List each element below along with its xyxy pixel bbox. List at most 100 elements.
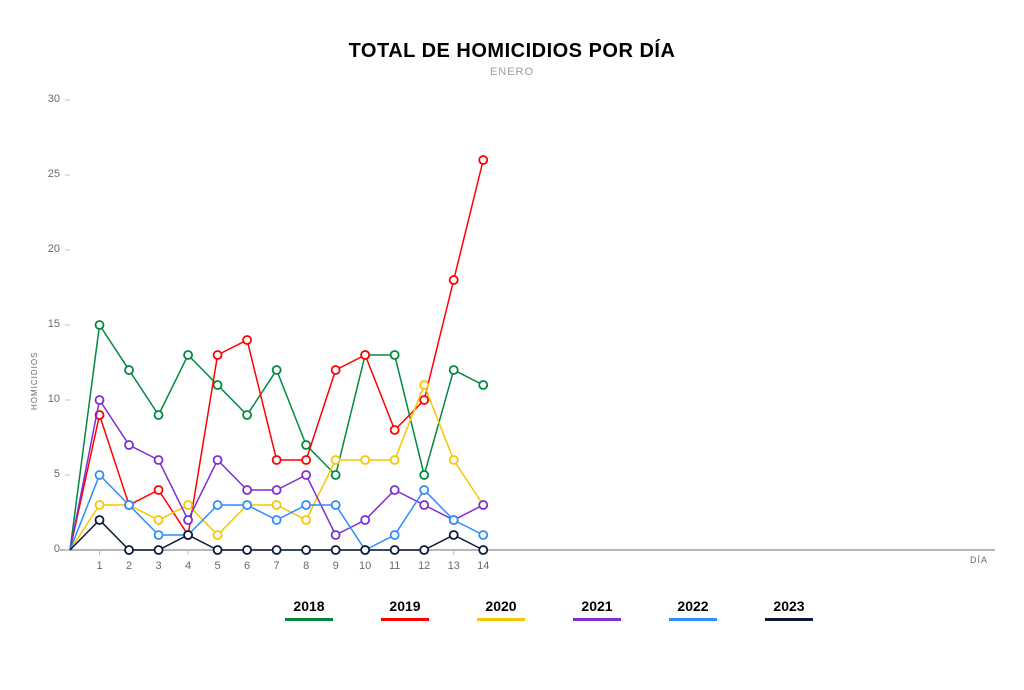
series-marker [391,456,399,464]
series-marker [420,381,428,389]
x-tick-label: 9 [333,560,339,572]
y-tick-label: 5 [30,468,60,480]
series-marker [332,531,340,539]
series-marker [391,486,399,494]
series-marker [391,351,399,359]
series-marker [155,531,163,539]
series-marker [155,546,163,554]
series-marker [243,501,251,509]
series-marker [184,516,192,524]
series-marker [479,546,487,554]
legend-swatch [285,618,333,621]
series-marker [450,366,458,374]
series-marker [96,471,104,479]
legend-item-2018: 2018 [285,598,333,621]
x-tick-label: 6 [244,560,250,572]
series-marker [302,441,310,449]
x-tick-label: 7 [274,560,280,572]
series-marker [96,501,104,509]
legend-label: 2023 [773,598,804,614]
series-marker [214,546,222,554]
series-marker [125,546,133,554]
legend: 2018 2019 2020 2021 2022 2023 [285,598,813,621]
series-marker [391,426,399,434]
series-marker [332,501,340,509]
x-tick-label: 8 [303,560,309,572]
series-marker [155,456,163,464]
series-marker [302,471,310,479]
series-marker [420,471,428,479]
series-marker [155,411,163,419]
series-marker [450,531,458,539]
series-marker [214,501,222,509]
series-marker [420,486,428,494]
legend-swatch [669,618,717,621]
series-marker [302,516,310,524]
legend-item-2021: 2021 [573,598,621,621]
legend-label: 2020 [485,598,516,614]
legend-item-2023: 2023 [765,598,813,621]
y-tick-label: 15 [30,318,60,330]
series-marker [125,441,133,449]
x-tick-label: 4 [185,560,191,572]
legend-label: 2022 [677,598,708,614]
series-marker [214,531,222,539]
series-marker [332,471,340,479]
x-tick-label: 3 [155,560,161,572]
x-tick-label: 2 [126,560,132,572]
series-marker [184,351,192,359]
series-marker [479,501,487,509]
y-tick-label: 25 [30,168,60,180]
series-marker [420,396,428,404]
legend-swatch [477,618,525,621]
series-marker [273,486,281,494]
x-tick-label: 5 [215,560,221,572]
series-marker [361,351,369,359]
series-marker [96,516,104,524]
legend-item-2022: 2022 [669,598,717,621]
chart-container: TOTAL DE HOMICIDIOS POR DÍA ENERO HOMICI… [0,0,1024,690]
series-marker [332,366,340,374]
series-marker [420,501,428,509]
series-line-2020 [70,385,483,550]
legend-item-2019: 2019 [381,598,429,621]
series-marker [96,321,104,329]
legend-item-2020: 2020 [477,598,525,621]
series-marker [450,456,458,464]
legend-label: 2021 [581,598,612,614]
x-tick-label: 11 [389,560,400,572]
series-marker [214,351,222,359]
series-marker [273,501,281,509]
series-marker [243,486,251,494]
legend-label: 2018 [293,598,324,614]
series-marker [361,516,369,524]
series-marker [361,456,369,464]
series-marker [391,546,399,554]
series-marker [214,456,222,464]
legend-swatch [573,618,621,621]
x-tick-label: 13 [448,560,460,572]
series-marker [450,276,458,284]
legend-swatch [381,618,429,621]
x-tick-label: 12 [418,560,430,572]
series-marker [125,501,133,509]
series-marker [302,501,310,509]
x-tick-label: 1 [96,560,102,572]
series-marker [243,336,251,344]
series-marker [96,396,104,404]
series-marker [420,546,428,554]
x-tick-label: 14 [477,560,489,572]
series-marker [243,411,251,419]
series-marker [332,456,340,464]
series-marker [155,516,163,524]
series-marker [155,486,163,494]
y-tick-label: 20 [30,243,60,255]
series-marker [479,381,487,389]
series-marker [391,531,399,539]
series-marker [273,516,281,524]
y-tick-label: 10 [30,393,60,405]
series-marker [273,546,281,554]
series-marker [184,531,192,539]
series-marker [361,546,369,554]
x-tick-label: 10 [359,560,371,572]
